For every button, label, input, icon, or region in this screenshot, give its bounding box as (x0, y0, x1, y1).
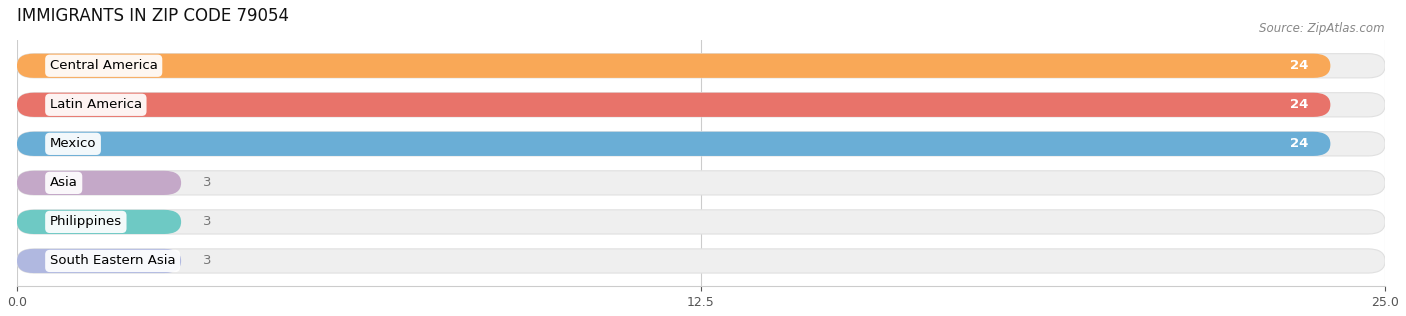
FancyBboxPatch shape (17, 171, 1385, 195)
Text: Central America: Central America (49, 59, 157, 72)
Text: Philippines: Philippines (49, 216, 122, 228)
Text: South Eastern Asia: South Eastern Asia (49, 254, 176, 267)
Text: IMMIGRANTS IN ZIP CODE 79054: IMMIGRANTS IN ZIP CODE 79054 (17, 7, 290, 25)
FancyBboxPatch shape (17, 132, 1385, 156)
Text: 24: 24 (1291, 59, 1309, 72)
FancyBboxPatch shape (17, 249, 1385, 273)
FancyBboxPatch shape (17, 132, 1330, 156)
Text: 3: 3 (202, 176, 211, 189)
FancyBboxPatch shape (17, 210, 181, 234)
Text: Latin America: Latin America (49, 98, 142, 111)
Text: Asia: Asia (49, 176, 77, 189)
FancyBboxPatch shape (17, 210, 1385, 234)
FancyBboxPatch shape (17, 93, 1385, 117)
FancyBboxPatch shape (17, 249, 181, 273)
Text: Mexico: Mexico (49, 137, 96, 150)
FancyBboxPatch shape (17, 171, 181, 195)
FancyBboxPatch shape (17, 93, 1330, 117)
Text: 3: 3 (202, 254, 211, 267)
FancyBboxPatch shape (17, 54, 1330, 78)
Text: Source: ZipAtlas.com: Source: ZipAtlas.com (1260, 22, 1385, 35)
Text: 24: 24 (1291, 137, 1309, 150)
Text: 3: 3 (202, 216, 211, 228)
Text: 24: 24 (1291, 98, 1309, 111)
FancyBboxPatch shape (17, 54, 1385, 78)
